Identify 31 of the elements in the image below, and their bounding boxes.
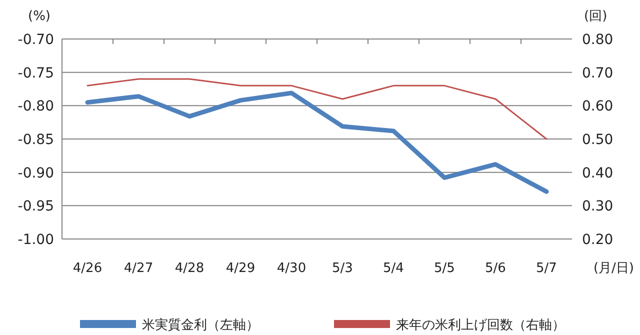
y2-tick-label: 0.80 [582, 32, 614, 48]
y-axis-title: (%) [28, 9, 50, 24]
y-tick-label: -1.00 [18, 232, 54, 248]
x-tick-label: 5/5 [434, 261, 455, 276]
x-tick-label: 5/7 [536, 261, 557, 276]
y-tick-label: -0.90 [18, 165, 54, 182]
y2-tick-label: 0.60 [582, 98, 614, 115]
y2-axis-title: (回) [584, 9, 608, 24]
y2-tick-label: 0.40 [582, 165, 614, 182]
x-tick-label: 4/29 [226, 261, 256, 276]
y2-tick-label: 0.70 [582, 65, 614, 82]
line-series [85, 90, 549, 194]
x-tick-label: 5/3 [332, 261, 353, 276]
x-tick-label: 4/26 [72, 261, 102, 276]
y2-tick-label: 0.50 [582, 132, 614, 148]
legend-label: 来年の米利上げ回数（右軸） [396, 318, 565, 333]
y-tick-label: -0.70 [18, 32, 54, 48]
y-tick-label: -0.85 [18, 132, 54, 148]
x-tick-label: 5/6 [485, 261, 506, 276]
y-tick-label: -0.75 [18, 65, 54, 82]
x-tick-label: 4/30 [276, 261, 306, 276]
x-axis-title: (月/日) [593, 261, 634, 276]
y2-tick-label: 0.30 [582, 198, 614, 215]
x-tick-label: 4/27 [124, 261, 154, 276]
legend-label: 米実質金利（左軸） [142, 317, 259, 333]
x-tick-label: 5/4 [383, 261, 404, 276]
y-tick-label: -0.80 [18, 98, 54, 115]
x-tick-label: 4/28 [174, 261, 204, 276]
y-tick-label: -0.95 [18, 198, 54, 215]
y2-tick-label: 0.20 [582, 232, 614, 248]
line-series [86, 78, 548, 140]
